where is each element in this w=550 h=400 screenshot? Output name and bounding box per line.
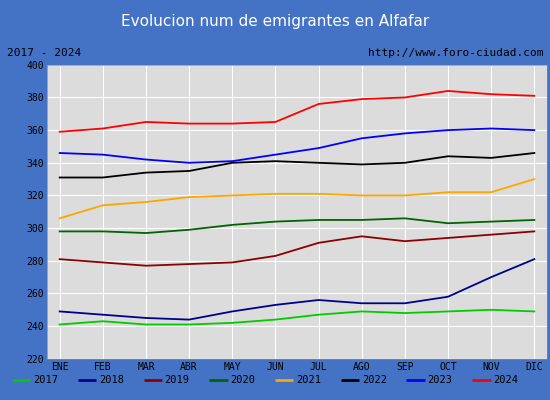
Text: 2024: 2024 [493, 375, 518, 385]
Text: 2023: 2023 [427, 375, 453, 385]
Text: 2018: 2018 [99, 375, 124, 385]
Text: http://www.foro-ciudad.com: http://www.foro-ciudad.com [368, 48, 543, 58]
Text: 2020: 2020 [230, 375, 255, 385]
Text: 2017 - 2024: 2017 - 2024 [7, 48, 81, 58]
Text: 2017: 2017 [33, 375, 58, 385]
Text: 2019: 2019 [164, 375, 190, 385]
Text: 2022: 2022 [362, 375, 387, 385]
Text: 2021: 2021 [296, 375, 321, 385]
Text: Evolucion num de emigrantes en Alfafar: Evolucion num de emigrantes en Alfafar [121, 14, 429, 29]
